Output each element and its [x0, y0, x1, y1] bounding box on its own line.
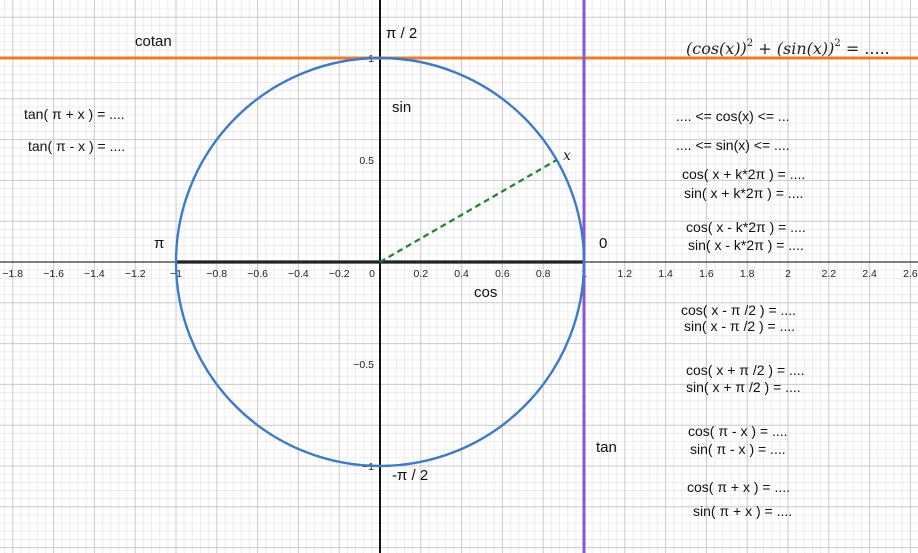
x-tick-label: 0.4	[454, 268, 469, 280]
x-tick-label: 1.6	[699, 268, 714, 280]
exercise-cos-pi-minus-x: cos( π - x ) = ....	[688, 423, 788, 439]
exercise-cos-x-plus-k2pi: cos( x + k*2π ) = ....	[682, 166, 805, 182]
exercise-cos-x-minus-k2pi: cos( x - k*2π ) = ....	[686, 219, 806, 235]
identity-rest: = .....	[841, 39, 890, 58]
x-tick-label: −1.2	[125, 268, 146, 280]
x-tick-label: 2	[785, 268, 791, 280]
identity-cos-exp: 2	[747, 38, 753, 49]
label-pi-half: π / 2	[386, 25, 417, 42]
unit-circle	[174, 56, 586, 468]
label-cotan: cotan	[135, 33, 172, 50]
x-tick-label: 2.2	[821, 268, 836, 280]
x-tick-label: −0.6	[247, 268, 268, 280]
y-tick-label: −0.5	[353, 359, 374, 371]
identity-plus: +	[753, 39, 777, 58]
identity-sin: (sin(x))	[777, 39, 835, 58]
x-tick-labels: −1.8 −1.6 −1.4 −1.2 −1 −0.8 −0.6 −0.4 −0.2 0 0.2 0.…	[2, 268, 917, 280]
exercise-sin-pi-minus-x: sin( π - x ) = ....	[690, 441, 786, 457]
x-tick-label: 0.6	[495, 268, 510, 280]
exercise-sin-x-plus-k2pi: sin( x + k*2π ) = ....	[684, 185, 803, 201]
x-tick-label: 0	[369, 268, 375, 280]
pythagorean-identity: (cos(x))2 + (sin(x))2 = .....	[686, 38, 890, 58]
x-tick-label: 2.6	[903, 268, 918, 280]
exercise-sin-x-plus-pi-half: sin( x + π /2 ) = ....	[686, 379, 801, 395]
x-tick-label: 2.4	[862, 268, 877, 280]
x-tick-label: −0.2	[329, 268, 350, 280]
label-angle-x: x	[563, 148, 571, 164]
label-minus-pi-half: -π / 2	[392, 467, 428, 484]
label-pi: π	[154, 235, 164, 252]
exercise-sin-bounds: .... <= sin(x) <= ....	[676, 137, 790, 153]
y-tick-label: −1	[362, 461, 374, 473]
exercise-sin-pi-plus-x: sin( π + x ) = ....	[693, 503, 792, 519]
label-tan: tan	[596, 439, 617, 456]
identity-sin-exp: 2	[834, 38, 840, 49]
label-cos: cos	[474, 284, 497, 301]
exercise-cos-pi-plus-x: cos( π + x ) = ....	[687, 479, 790, 495]
x-tick-label: 0.2	[413, 268, 428, 280]
radius-segment	[379, 159, 558, 263]
x-tick-label: 1.4	[658, 268, 673, 280]
exercise-tan-pi-minus-x: tan( π - x ) = ....	[28, 138, 125, 154]
x-tick-label: 1.2	[617, 268, 632, 280]
y-tick-label: 0.5	[359, 155, 374, 167]
label-sin: sin	[392, 99, 411, 116]
exercise-cos-x-plus-pi-half: cos( x + π /2 ) = ....	[686, 362, 805, 378]
x-tick-label: 0.8	[536, 268, 551, 280]
identity-cos: (cos(x))	[686, 39, 747, 58]
x-tick-label: 1.8	[740, 268, 755, 280]
exercise-cos-x-minus-pi-half: cos( x - π /2 ) = ....	[681, 302, 796, 318]
x-tick-label: −0.4	[288, 268, 309, 280]
exercise-cos-bounds: .... <= cos(x) <= ...	[676, 108, 790, 124]
label-zero: 0	[599, 235, 607, 252]
x-tick-label: −1.4	[84, 268, 105, 280]
exercise-sin-x-minus-pi-half: sin( x - π /2 ) = ....	[684, 318, 795, 334]
x-tick-label: −1.6	[43, 268, 64, 280]
exercise-sin-x-minus-k2pi: sin( x - k*2π ) = ....	[688, 237, 804, 253]
exercise-tan-pi-plus-x: tan( π + x ) = ....	[24, 106, 125, 122]
x-tick-label: −1.8	[2, 268, 23, 280]
x-tick-label: −0.8	[206, 268, 227, 280]
